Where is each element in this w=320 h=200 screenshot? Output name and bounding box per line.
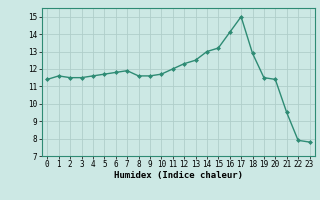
X-axis label: Humidex (Indice chaleur): Humidex (Indice chaleur) xyxy=(114,171,243,180)
